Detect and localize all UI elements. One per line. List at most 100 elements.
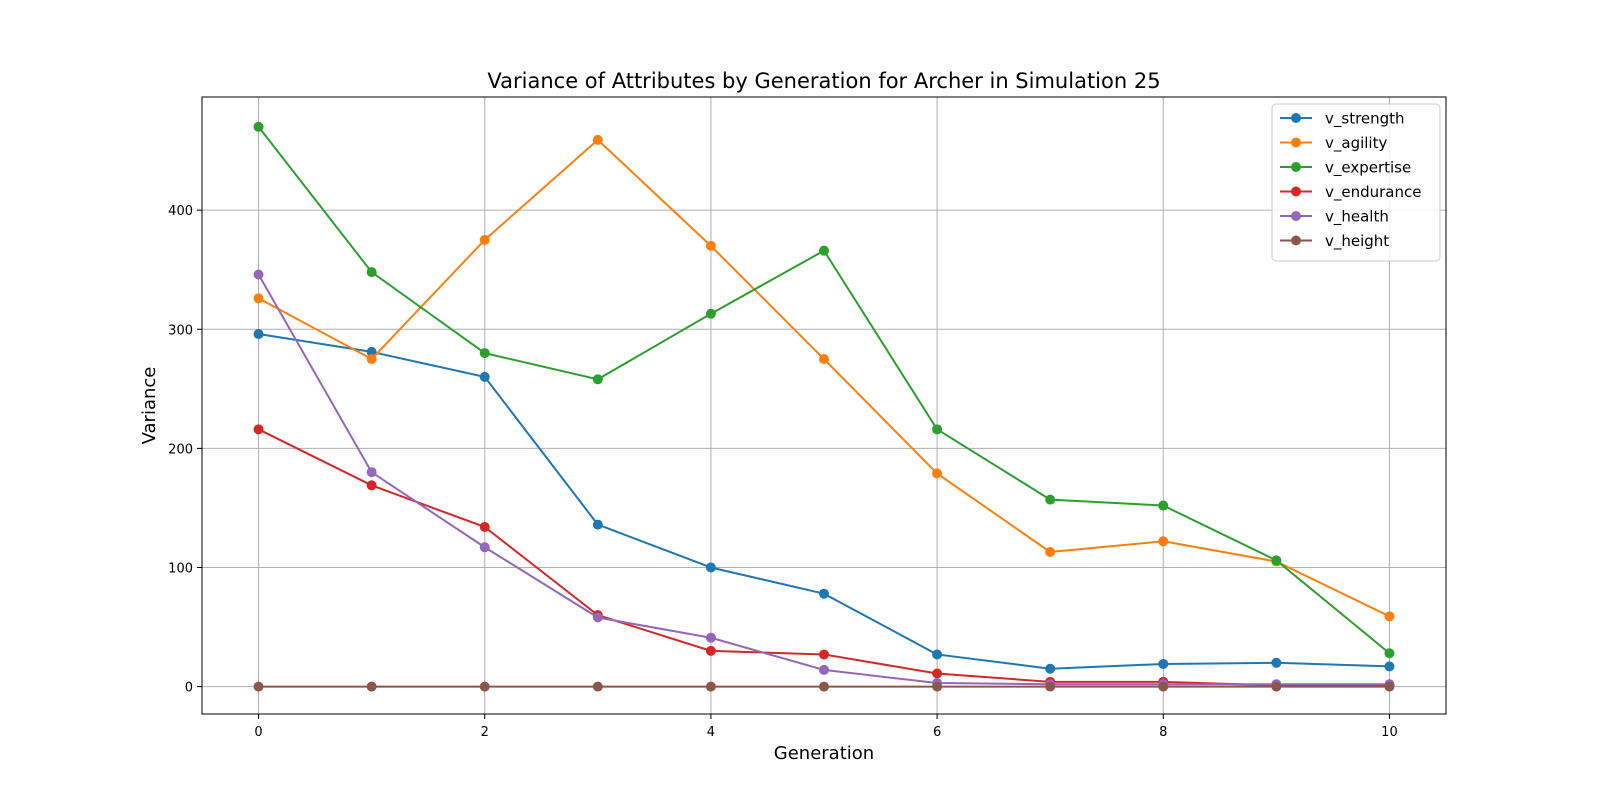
y-tick-label: 100 — [168, 561, 193, 576]
data-point — [1158, 536, 1169, 547]
series-v_height — [253, 681, 1395, 692]
legend-item: v_expertise — [1280, 159, 1411, 178]
y-tick-label: 400 — [168, 204, 193, 219]
data-point — [592, 612, 603, 623]
series-layer — [253, 121, 1395, 692]
data-point — [932, 649, 943, 660]
series-v_strength — [253, 329, 1395, 674]
legend-marker — [1291, 235, 1301, 246]
data-point — [253, 681, 264, 692]
data-point — [1158, 681, 1169, 692]
data-point — [1384, 611, 1395, 622]
legend-box — [1271, 103, 1441, 262]
data-point — [366, 480, 377, 491]
series-v_endurance — [253, 424, 1395, 691]
data-point — [479, 348, 490, 359]
legend-marker — [1291, 137, 1301, 148]
legend-label: v_endurance — [1325, 183, 1421, 202]
x-tick-label: 10 — [1381, 725, 1398, 740]
series-line — [258, 138, 1390, 618]
data-point — [592, 681, 603, 692]
data-point — [1158, 658, 1169, 669]
grid-layer — [202, 97, 1446, 714]
legend-item: v_agility — [1280, 134, 1387, 153]
data-point — [253, 121, 264, 132]
y-tick-label: 0 — [185, 681, 193, 696]
data-point — [1158, 500, 1169, 511]
data-point — [1271, 657, 1282, 668]
legend-item: v_endurance — [1280, 183, 1421, 202]
data-point — [592, 519, 603, 530]
data-point — [1045, 681, 1056, 692]
data-point — [1045, 494, 1056, 505]
y-axis-label: Variance — [139, 367, 160, 445]
series-line — [257, 126, 1391, 655]
data-point — [1384, 648, 1395, 659]
data-point — [366, 354, 377, 365]
legend-marker — [1291, 186, 1301, 197]
data-point — [479, 371, 490, 382]
data-point — [592, 374, 603, 385]
y-tick-label: 200 — [168, 442, 193, 457]
y-tick-label: 300 — [168, 323, 193, 338]
data-point — [705, 240, 716, 251]
legend-label: v_strength — [1325, 110, 1405, 129]
data-point — [253, 269, 264, 280]
data-point — [479, 681, 490, 692]
x-tick-label: 4 — [707, 725, 715, 740]
data-point — [1045, 547, 1056, 558]
data-point — [705, 645, 716, 656]
data-point — [1384, 681, 1395, 692]
data-point — [819, 245, 829, 256]
x-axis-label: Generation — [774, 743, 874, 764]
data-point — [705, 562, 716, 573]
legend-marker — [1291, 162, 1301, 172]
series-v_agility — [253, 134, 1395, 622]
data-point — [705, 308, 716, 319]
series-v_expertise — [253, 121, 1395, 659]
legend-marker — [1291, 113, 1301, 123]
legend-label: v_height — [1325, 232, 1389, 251]
data-point — [366, 681, 377, 692]
plot-frame — [201, 96, 1447, 715]
series-v_health — [253, 269, 1395, 690]
series-line — [258, 428, 1390, 687]
legend-item: v_height — [1280, 232, 1389, 251]
data-point — [366, 346, 377, 357]
data-point — [592, 134, 603, 145]
chart-title: Variance of Attributes by Generation for… — [487, 69, 1160, 93]
data-point — [932, 681, 943, 692]
x-axis: 0 2 4 6 8 10 — [254, 714, 1398, 740]
data-point — [479, 234, 490, 245]
data-point — [1384, 661, 1395, 672]
data-point — [819, 588, 829, 599]
data-point — [932, 668, 943, 679]
data-point — [253, 293, 264, 304]
legend-marker — [1291, 211, 1301, 221]
data-point — [366, 467, 377, 478]
data-point — [366, 267, 377, 278]
data-point — [819, 649, 829, 660]
data-point — [253, 329, 264, 340]
data-point — [479, 521, 490, 532]
legend: v_strength v_agility v_expertise v_enduranc… — [1271, 103, 1441, 262]
legend-item: v_strength — [1280, 110, 1405, 129]
x-tick-label: 8 — [1159, 725, 1167, 740]
data-point — [705, 681, 716, 692]
data-point — [705, 632, 716, 643]
data-point — [479, 542, 490, 553]
data-point — [932, 424, 943, 435]
y-axis: 0 100 200 300 400 — [168, 204, 202, 696]
legend-item: v_health — [1280, 208, 1389, 227]
data-point — [1271, 681, 1282, 692]
data-point — [932, 468, 943, 479]
data-point — [253, 424, 264, 435]
series-line — [258, 333, 1390, 670]
legend-label: v_agility — [1325, 134, 1387, 153]
data-point — [1271, 555, 1282, 566]
series-line — [257, 273, 1390, 686]
legend-label: v_expertise — [1325, 159, 1411, 178]
data-point — [819, 664, 829, 675]
legend-label: v_health — [1325, 208, 1389, 227]
